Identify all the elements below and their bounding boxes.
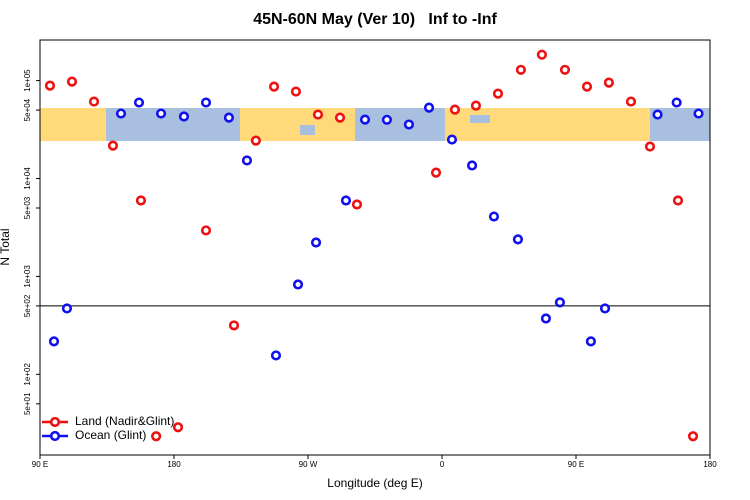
point [403,119,415,130]
point [599,303,611,314]
point [351,199,363,210]
point [61,303,73,314]
y-tick-label: 1e+02 [23,363,32,386]
point [312,109,324,120]
point [693,108,704,119]
plot-frame [39,39,711,456]
point [625,96,637,107]
point [133,97,145,108]
point [310,237,322,248]
point [488,211,500,222]
point [270,350,282,361]
point [554,297,566,308]
point [241,155,253,166]
point [172,422,184,433]
point [268,81,280,92]
point [381,114,393,125]
point [492,88,504,99]
point [292,279,304,290]
point [446,134,458,145]
x-tick-label: 180 [703,460,717,469]
legend-label: Ocean (Glint) [75,428,146,442]
y-tick-label: 5e+04 [23,98,32,121]
legend-label: Land (Nadir&Glint) [75,414,174,428]
point [672,195,684,206]
point [559,64,571,75]
x-tick-label: 90 W [299,460,318,469]
point [155,108,167,119]
point [115,108,127,119]
point [515,64,527,75]
point [423,102,435,113]
y-tick-label: 1e+05 [23,69,32,92]
point [536,49,548,60]
point [223,112,235,123]
x-tick-label: 90 E [32,460,48,469]
point [334,112,346,123]
point [540,313,552,324]
y-tick-label: 5e+03 [23,196,32,219]
point [644,141,656,152]
point [671,97,682,108]
point [581,81,593,92]
point [449,104,461,115]
point [107,140,119,151]
y-tick-label: 5e+01 [23,392,32,415]
legend-marker [49,430,61,442]
point [48,336,60,347]
point [687,431,699,442]
point [652,109,663,120]
point [466,160,478,171]
point [151,431,162,442]
legend-marker [49,416,61,428]
point [135,195,147,206]
point [430,167,442,178]
point [340,195,352,206]
x-tick-label: 90 E [568,460,584,469]
point [250,135,261,146]
chart-title: 45N-60N May (Ver 10) Inf to -Inf [253,11,497,28]
point [178,111,190,122]
y-tick-label: 5e+02 [23,294,32,317]
point [585,336,596,347]
point [200,225,212,236]
map-strip [40,108,710,141]
point [200,97,212,108]
y-tick-label: 1e+03 [23,265,32,288]
y-axis-label: N Total [0,228,12,265]
point [290,86,302,97]
point [470,100,482,111]
point [88,96,100,107]
point [44,80,56,91]
x-tick-label: 0 [440,460,445,469]
point [66,76,78,87]
y-tick-label: 1e+04 [23,167,32,190]
point [359,114,371,125]
point [512,234,524,245]
point [228,320,240,331]
x-axis-label: Longitude (deg E) [327,476,422,490]
point [603,77,615,88]
x-tick-label: 180 [167,460,181,469]
